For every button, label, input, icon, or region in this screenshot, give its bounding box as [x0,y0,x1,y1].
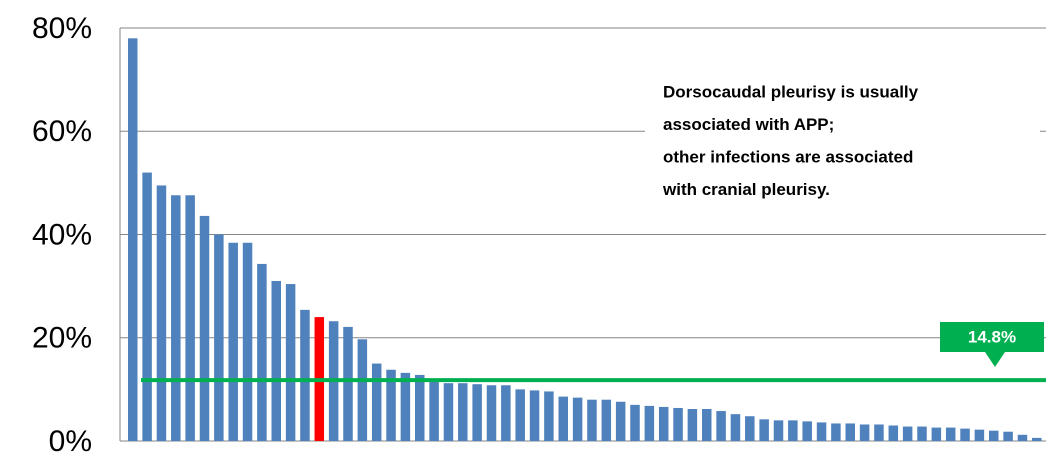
bar [816,422,827,441]
y-tick-label: 0% [49,425,92,458]
bar [759,419,769,441]
bar [515,389,525,441]
reference-arrow [985,352,1005,367]
bar [429,381,439,441]
bar [257,263,267,441]
bar [242,242,253,441]
bar [458,383,468,441]
bar [630,404,640,441]
bar [845,423,855,441]
annotation-text: other infections are associated [663,147,913,166]
bar [730,414,741,441]
bar [601,399,612,441]
bar [544,391,554,441]
bar [615,401,626,441]
bar [214,234,224,441]
bar [974,429,985,441]
bar [357,339,368,441]
y-tick-label: 60% [32,115,92,148]
bar [745,416,755,441]
bar [271,280,281,441]
annotation-text: associated with APP; [663,115,834,134]
bar [802,421,812,441]
bar [1003,431,1013,441]
bar [486,385,497,441]
annotation-text: Dorsocaudal pleurisy is usually [663,82,919,101]
bar [142,172,152,442]
bar [874,424,884,441]
bar [400,372,411,441]
bar [443,383,454,441]
bar [472,384,482,441]
bar [228,242,238,441]
y-tick-label: 80% [32,12,92,45]
bar [1032,437,1042,441]
bar [687,408,698,441]
y-tick-label: 20% [32,322,92,355]
bar [773,420,784,441]
bar [673,407,683,441]
bar [529,390,540,441]
bar [859,424,870,441]
bar [658,406,669,441]
bar [558,396,568,441]
bar [989,430,999,441]
bar [343,326,353,441]
bar [902,426,913,441]
bar [156,185,167,441]
bar [788,420,798,441]
bar [199,215,210,441]
reference-label-box [940,322,1044,352]
bar [572,397,583,441]
bar [960,428,970,441]
bar [888,425,899,441]
y-tick-label: 40% [32,218,92,251]
bar [300,309,310,441]
bar [1017,434,1028,441]
bar [285,284,296,441]
bar [702,408,712,441]
bar [171,195,181,441]
annotation-text: with cranial pleurisy. [662,180,830,199]
bar [931,427,942,441]
bar [587,399,597,441]
bar [831,423,841,441]
bar [128,38,138,441]
reference-label: 14.8% [968,327,1016,346]
bar [716,411,726,441]
bar [415,374,425,441]
bar [644,405,655,441]
bar [501,385,511,441]
bar [917,426,927,441]
annotation-background [645,72,1040,212]
bar [371,363,382,441]
bar [185,195,195,441]
bar [945,427,956,441]
bar [386,369,396,441]
